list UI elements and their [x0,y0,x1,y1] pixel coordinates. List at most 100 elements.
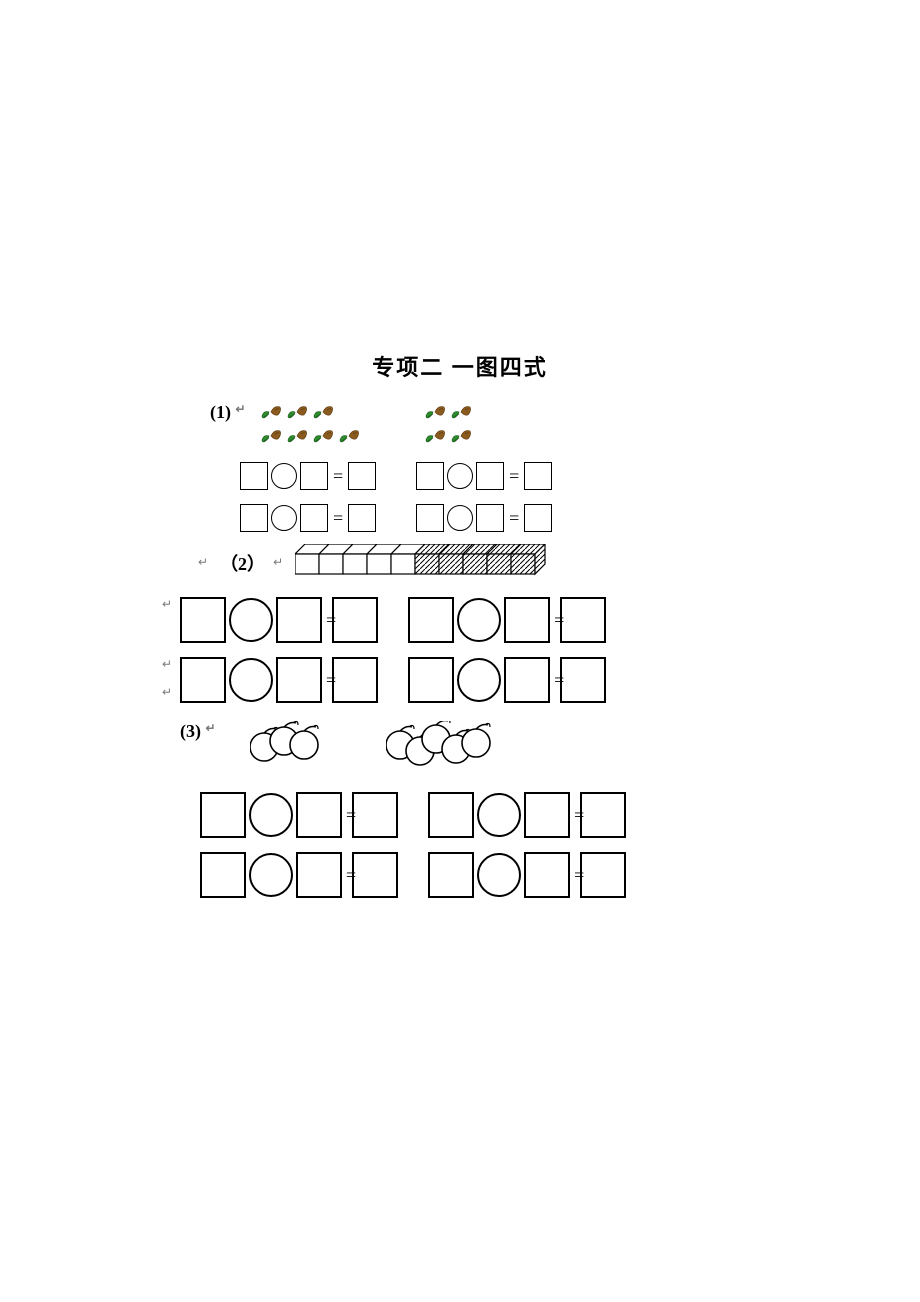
result-box[interactable] [352,852,398,898]
operator-circle[interactable] [249,853,293,897]
leaf-icon [450,426,476,448]
equals-sign: = [331,466,345,487]
leaf-icon [286,426,312,448]
operand-box[interactable] [408,657,454,703]
result-box[interactable] [524,462,552,490]
operator-circle[interactable] [229,658,273,702]
equation: = [240,462,376,490]
result-box[interactable] [580,792,626,838]
leaf-icon [424,402,450,424]
leaf-groups [260,402,476,448]
operand-box[interactable] [416,504,444,532]
equation: = [200,792,398,838]
problem-2: ↵ （2） ↵ ↵ = = ↵↵ = [180,544,740,703]
paragraph-mark: ↵ [162,685,172,700]
leaf-icon [424,426,450,448]
leaf-group-a [260,402,364,448]
equation: = [428,852,626,898]
operand-box[interactable] [476,504,504,532]
problem-1-label: (1) ↵ [210,402,250,423]
leaf-icon [260,426,286,448]
equation: = [408,597,606,643]
equals-sign: = [553,610,565,631]
operand-box[interactable] [524,852,570,898]
operand-box[interactable] [428,852,474,898]
operand-box[interactable] [524,792,570,838]
paragraph-mark: ↵ [198,555,208,570]
operator-circle[interactable] [447,505,473,531]
paragraph-mark: ↵ [162,597,172,612]
bar-diagram [295,544,547,581]
apple-group-b [386,721,508,776]
equals-sign: = [507,466,521,487]
operand-box[interactable] [504,657,550,703]
result-box[interactable] [560,597,606,643]
equation: = [240,504,376,532]
equals-sign: = [573,805,585,826]
operator-circle[interactable] [457,598,501,642]
leaf-icon [338,426,364,448]
equals-sign: = [325,670,337,691]
leaf-icon [312,402,338,424]
operand-box[interactable] [240,462,268,490]
operand-box[interactable] [300,504,328,532]
equals-sign: = [325,610,337,631]
result-box[interactable] [332,597,378,643]
paragraph-mark: ↵ [162,657,172,672]
equation: = [408,657,606,703]
equation: = [416,504,552,532]
equals-sign: = [345,805,357,826]
equation: = [416,462,552,490]
operand-box[interactable] [200,792,246,838]
apple-group-a [250,721,336,772]
problem-3-label: (3) ↵ [180,721,220,742]
operand-box[interactable] [408,597,454,643]
operator-circle[interactable] [229,598,273,642]
leaf-icon [450,402,476,424]
equals-sign: = [507,508,521,529]
operand-box[interactable] [240,504,268,532]
operand-box[interactable] [504,597,550,643]
operator-circle[interactable] [477,853,521,897]
problem-1-equations: = = = = [240,462,740,532]
equation: = [428,792,626,838]
operator-circle[interactable] [477,793,521,837]
equation: = [180,597,378,643]
operator-circle[interactable] [271,463,297,489]
paragraph-mark: ↵ [236,402,246,416]
leaf-icon [286,402,312,424]
result-box[interactable] [348,462,376,490]
operand-box[interactable] [428,792,474,838]
operand-box[interactable] [296,792,342,838]
result-box[interactable] [332,657,378,703]
equation: = [180,657,378,703]
operand-box[interactable] [476,462,504,490]
operator-circle[interactable] [249,793,293,837]
result-box[interactable] [580,852,626,898]
operator-circle[interactable] [447,463,473,489]
operand-box[interactable] [200,852,246,898]
problem-3: (3) ↵ [180,721,740,898]
result-box[interactable] [352,792,398,838]
operator-circle[interactable] [271,505,297,531]
equals-sign: = [553,670,565,691]
equals-sign: = [573,865,585,886]
operand-box[interactable] [296,852,342,898]
result-box[interactable] [560,657,606,703]
leaf-icon [260,402,286,424]
worksheet-page: 专项二 一图四式 (1) ↵ [0,0,920,898]
operand-box[interactable] [180,657,226,703]
operand-box[interactable] [276,657,322,703]
paragraph-mark: ↵ [206,721,216,735]
equals-sign: = [331,508,345,529]
operator-circle[interactable] [457,658,501,702]
operand-box[interactable] [416,462,444,490]
problem-2-label: （2） [220,550,265,576]
operand-box[interactable] [276,597,322,643]
result-box[interactable] [348,504,376,532]
page-title: 专项二 一图四式 [0,350,920,382]
result-box[interactable] [524,504,552,532]
operand-box[interactable] [180,597,226,643]
operand-box[interactable] [300,462,328,490]
leaf-group-b [424,402,476,448]
